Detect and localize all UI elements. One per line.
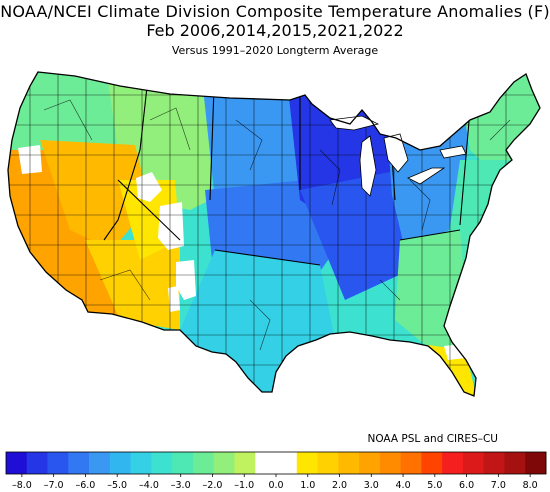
colorbar-swatch — [192, 452, 215, 474]
colorbar-swatch — [462, 452, 485, 474]
temperature-colorbar: –8.0 –7.0 –6.0 –5.0 –4.0 –3.0 –2.0 –1.0 0.0 1.0 2.… — [5, 451, 547, 491]
map-region-desert-southwest — [85, 240, 180, 330]
colorbar-swatch — [6, 452, 28, 474]
colorbar-tick-label: 4.0 — [396, 480, 411, 491]
colorbar-tick-label: –1.0 — [234, 480, 254, 491]
map-region-great-basin — [40, 140, 150, 250]
colorbar-tick-label: 7.0 — [491, 480, 506, 491]
great-lakes — [329, 115, 467, 197]
colorbar-swatch — [89, 452, 111, 474]
colorbar-swatch — [400, 452, 422, 474]
colorbar-tick-label: –7.0 — [44, 480, 64, 491]
colorbar-swatch — [47, 452, 69, 474]
colorbar-swatch — [151, 452, 173, 474]
colorbar-swatch — [130, 452, 152, 474]
colorbar-tick-label: –8.0 — [12, 480, 32, 491]
colorbar-tick-label: 1.0 — [300, 480, 315, 491]
colorbar-swatch — [109, 452, 132, 474]
data-credit: NOAA PSL and CIRES–CU — [367, 433, 499, 445]
colorbar-swatch — [255, 452, 277, 474]
colorbar-swatch — [379, 452, 402, 474]
colorbar-swatch — [525, 452, 547, 474]
colorbar-tick-label: –5.0 — [107, 480, 127, 491]
colorbar-swatch — [483, 452, 505, 474]
colorbar-tick-label: 2.0 — [332, 480, 347, 491]
colorbar-swatch — [421, 452, 443, 474]
colorbar-swatch — [234, 452, 256, 474]
colorbar-swatch — [276, 452, 298, 474]
map-region-texas — [180, 250, 335, 396]
colorbar-tick-label: 6.0 — [459, 480, 474, 491]
map-subtitle: Feb 2006,2014,2015,2021,2022 — [146, 21, 404, 40]
colorbar-swatch — [296, 452, 318, 474]
map-region-mid-mississippi — [300, 170, 410, 300]
colorbar-tick-label: 8.0 — [523, 480, 538, 491]
colorbar-swatch — [26, 452, 48, 474]
colorbar-swatch — [359, 452, 381, 474]
baseline-note: Versus 1991–2020 Longterm Average — [171, 44, 379, 57]
colorbar-tick-label: 5.0 — [427, 480, 442, 491]
colorbar-swatch — [68, 452, 90, 474]
colorbar-swatch — [213, 452, 235, 474]
colorbar-swatch — [442, 452, 464, 474]
colorbar-tick-label: 3.0 — [364, 480, 379, 491]
colorbar-tick-label: –6.0 — [75, 480, 95, 491]
us-climate-division-map — [7, 71, 541, 397]
colorbar-tick-label: –2.0 — [203, 480, 223, 491]
colorbar-swatch — [504, 452, 526, 474]
colorbar-tick-label: –4.0 — [139, 480, 159, 491]
colorbar-swatch — [172, 452, 194, 474]
colorbar-swatch — [317, 452, 339, 474]
colorbar-tick-label: 0.0 — [268, 480, 283, 491]
map-region-northern-plains — [200, 72, 300, 200]
colorbar-tick-label: –3.0 — [171, 480, 191, 491]
map-title: NOAA/NCEI Climate Division Composite Tem… — [0, 2, 550, 21]
colorbar-swatch — [338, 452, 360, 474]
